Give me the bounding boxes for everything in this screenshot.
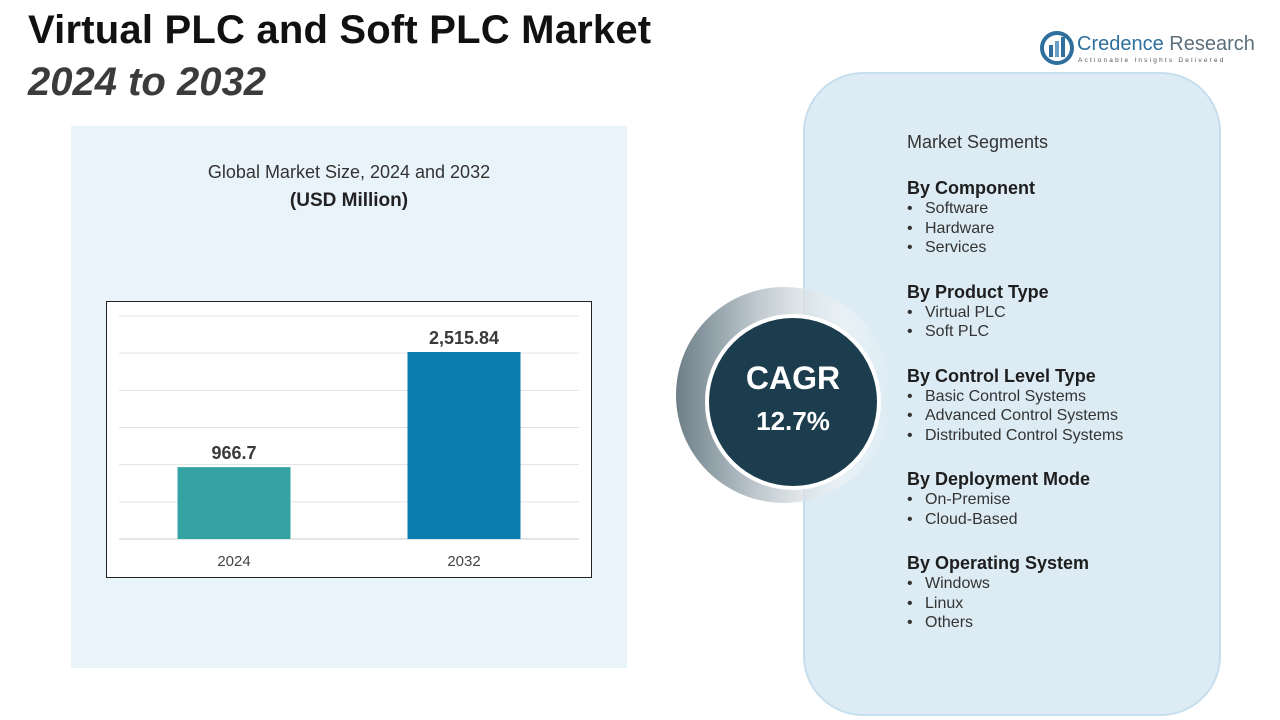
x-tick-label-2024: 2024: [217, 553, 250, 570]
segment-group-title: By Component: [907, 178, 1035, 198]
bullet-icon: •: [907, 614, 913, 631]
cagr-badge: CAGR 12.7%: [672, 283, 892, 503]
segment-group-control-level: By Control Level Type • Basic Control Sys…: [907, 365, 1237, 446]
segment-group-product-type: By Product Type • Virtual PLC • Soft PLC: [907, 281, 1237, 342]
bullet-icon: •: [907, 387, 913, 405]
segment-item-label: On-Premise: [925, 491, 1011, 508]
segment-group-title: By Control Level Type: [907, 365, 1096, 386]
logo-name-part1: Credence: [1077, 33, 1164, 55]
segment-item-label: Linux: [925, 594, 964, 612]
data-label-2024: 966.7: [211, 443, 256, 463]
chart-plot-frame: 966.7 2024 2,515.84 2032: [106, 301, 592, 578]
data-label-2032: 2,515.84: [429, 328, 499, 348]
segment-group-title: By Operating System: [907, 553, 1090, 573]
segment-item-label: Soft PLC: [925, 323, 990, 340]
segment-list: • On-Premise • Cloud-Based: [907, 490, 1237, 529]
logo-name: Credence Research: [1077, 33, 1255, 56]
bullet-icon: •: [907, 303, 913, 321]
credence-research-logo: Credence Research Actionable Insights De…: [1040, 31, 1260, 71]
bullet-icon: •: [907, 491, 913, 508]
segment-item: • Soft PLC: [907, 322, 1237, 342]
segment-item: • Cloud-Based: [907, 510, 1237, 530]
segment-item: • Hardware: [907, 219, 1237, 239]
bullet-icon: •: [907, 407, 913, 424]
segment-item-label: Distributed Control Systems: [925, 426, 1124, 444]
segment-item-label: Windows: [925, 575, 990, 592]
bullet-icon: •: [907, 219, 913, 237]
segment-group-component: By Component • Software • Hardware • Servic…: [907, 177, 1237, 258]
segment-item: • Advanced Control Systems: [907, 406, 1237, 426]
segment-item-label: Advanced Control Systems: [925, 407, 1118, 424]
bullet-icon: •: [907, 239, 913, 256]
chart-title: Global Market Size, 2024 and 2032: [207, 162, 491, 182]
segment-item-label: Virtual PLC: [925, 303, 1006, 321]
segment-item-label: Basic Control Systems: [925, 387, 1086, 405]
segment-item-label: Hardware: [925, 219, 995, 237]
bullet-icon: •: [907, 323, 913, 340]
chart-subtitle: (USD Million): [289, 190, 409, 211]
segment-item: • Linux: [907, 594, 1237, 614]
bullet-icon: •: [907, 426, 913, 444]
logo-tagline: Actionable Insights Delivered: [1078, 57, 1226, 64]
bullet-icon: •: [907, 510, 913, 528]
segments-content: Market Segments By Component • Software •…: [907, 132, 1237, 656]
segment-item-label: Others: [925, 614, 974, 631]
segment-list: • Basic Control Systems • Advanced Control…: [907, 387, 1237, 446]
segment-group-operating-system: By Operating System • Windows • Linux • Oth…: [907, 552, 1237, 633]
segment-item: • Basic Control Systems: [907, 387, 1237, 407]
cagr-circle: CAGR 12.7%: [705, 314, 881, 490]
bar-chart: 966.7 2024 2,515.84 2032: [119, 315, 579, 570]
segment-item: • On-Premise: [907, 490, 1237, 510]
segment-group-deployment: By Deployment Mode • On-Premise • Cloud-Ba…: [907, 468, 1237, 529]
segments-heading: Market Segments: [907, 132, 1049, 152]
segment-item: • Distributed Control Systems: [907, 426, 1237, 446]
segment-group-title: By Product Type: [907, 281, 1049, 302]
segment-item-label: Services: [925, 239, 987, 256]
x-tick-label-2032: 2032: [447, 553, 480, 570]
segment-item: • Software: [907, 199, 1237, 219]
bullet-icon: •: [907, 575, 913, 592]
bullet-icon: •: [907, 594, 913, 612]
segment-item: • Virtual PLC: [907, 303, 1237, 323]
page-subtitle-years: 2024 to 2032: [28, 60, 266, 104]
bar-2024: [177, 467, 291, 539]
segment-list: • Windows • Linux • Others: [907, 574, 1237, 633]
cagr-label: CAGR: [745, 360, 841, 396]
segment-list: • Virtual PLC • Soft PLC: [907, 303, 1237, 342]
segment-item-label: Cloud-Based: [925, 510, 1018, 528]
segment-item: • Others: [907, 613, 1237, 633]
segment-item: • Services: [907, 238, 1237, 258]
chart-panel: Global Market Size, 2024 and 2032 (USD M…: [71, 126, 627, 668]
bullet-icon: •: [907, 200, 913, 217]
segment-item-label: Software: [925, 200, 989, 217]
cagr-value: 12.7%: [756, 406, 830, 436]
logo-mark-icon: [1040, 31, 1074, 65]
page-title: Virtual PLC and Soft PLC Market: [28, 8, 652, 52]
bar-2032: [407, 351, 521, 539]
segment-list: • Software • Hardware • Services: [907, 199, 1237, 258]
segment-item: • Windows: [907, 574, 1237, 594]
logo-name-part2: Research: [1169, 33, 1255, 55]
segment-group-title: By Deployment Mode: [907, 469, 1091, 489]
